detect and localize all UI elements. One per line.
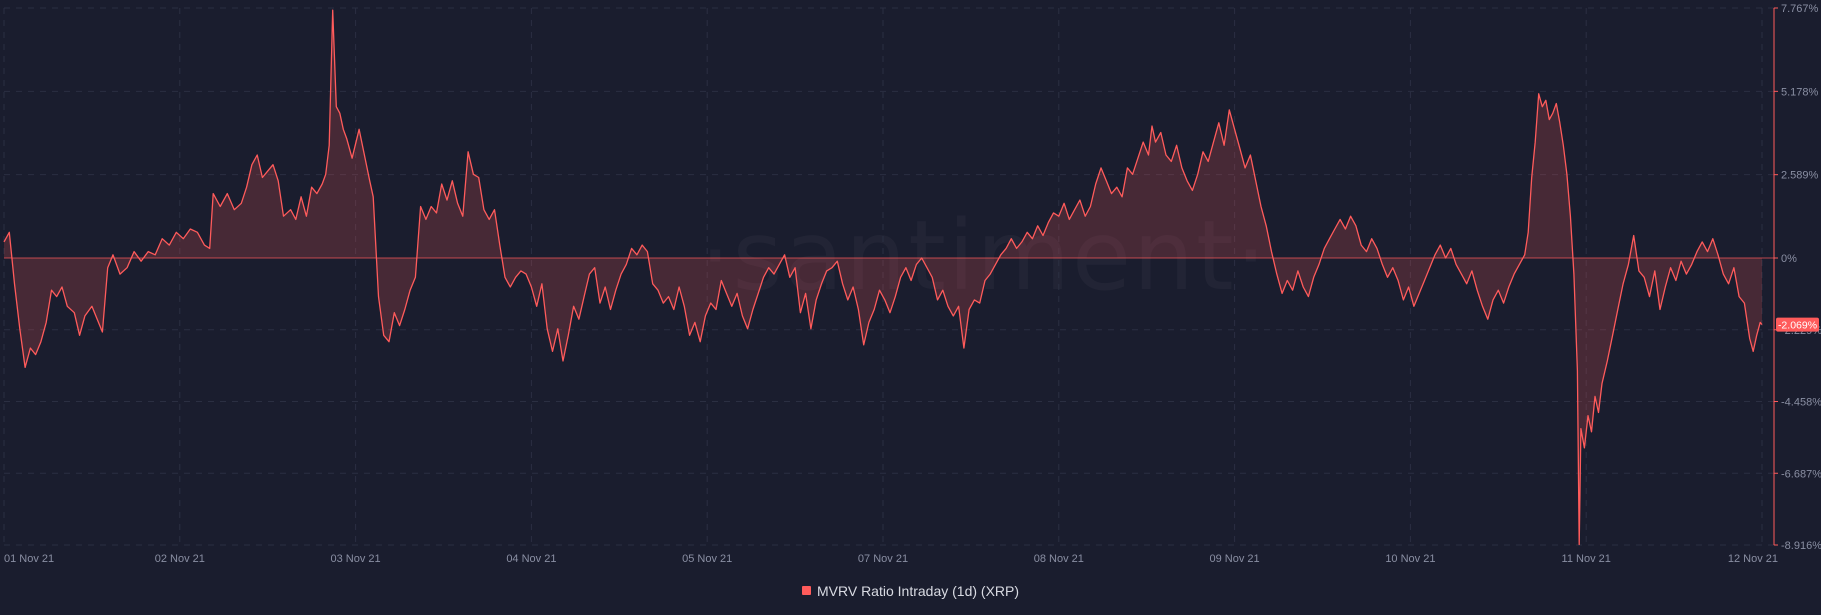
x-tick-label-7: 09 Nov 21 (1210, 553, 1260, 565)
x-tick-label-2: 03 Nov 21 (331, 553, 381, 565)
series-line (3, 9, 1763, 546)
y-tick-label-2: 2.589% (1781, 170, 1819, 182)
x-tick-label-6: 08 Nov 21 (1034, 553, 1084, 565)
y-tick-label-7: -8.916% (1781, 540, 1821, 552)
legend-label: MVRV Ratio Intraday (1d) (XRP) (816, 583, 1020, 599)
x-tick-label-5: 07 Nov 21 (858, 553, 908, 565)
current-value-badge (1776, 317, 1819, 332)
current-value-label: -2.069% (1778, 320, 1817, 332)
x-tick-label-0: 01 Nov 21 (4, 553, 54, 565)
legend-swatch (801, 586, 811, 595)
x-tick-label-4: 05 Nov 21 (682, 553, 732, 565)
x-tick-label-3: 04 Nov 21 (506, 553, 556, 565)
x-tick-label-8: 10 Nov 21 (1385, 553, 1435, 565)
y-tick-label-5: -4.458% (1781, 397, 1821, 409)
y-tick-label-1: 5.178% (1781, 86, 1819, 98)
x-tick-label-10: 12 Nov 21 (1728, 553, 1778, 565)
chart-legend[interactable]: MVRV Ratio Intraday (1d) (XRP) (0, 583, 1821, 599)
series-area (4, 10, 1762, 545)
y-tick-label-3: 0% (1781, 253, 1797, 265)
x-tick-label-9: 11 Nov 21 (1562, 553, 1611, 565)
y-tick-label-0: 7.767% (1781, 3, 1819, 15)
x-tick-label-1: 02 Nov 21 (155, 553, 205, 565)
y-tick-label-6: -6.687% (1781, 468, 1821, 480)
